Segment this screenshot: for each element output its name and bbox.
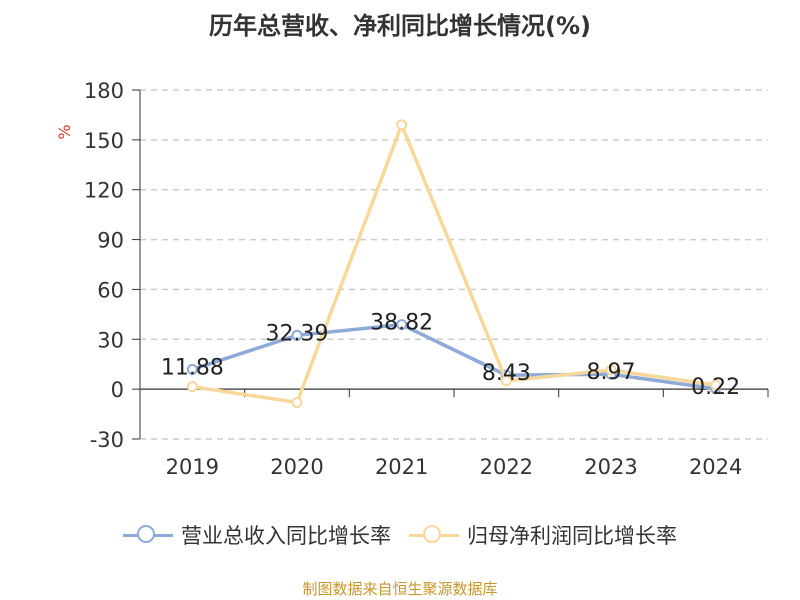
data-point-0 [291, 329, 303, 341]
x-tick-label: 2023 [584, 455, 637, 479]
y-axis-label: % [55, 124, 74, 139]
legend-marker-net-profit [409, 524, 459, 546]
data-label: 32.39 [266, 321, 329, 346]
data-point-0 [396, 319, 408, 331]
data-point-1 [396, 119, 408, 131]
x-tick-label: 2024 [689, 455, 742, 479]
y-tick-label: 180 [84, 79, 124, 103]
series-lines [186, 119, 722, 408]
series-line-0 [191, 322, 716, 391]
chart-title: 历年总营收、净利同比增长情况(%) [209, 12, 591, 40]
axes: -30 0 30 60 90 120 150 180% 2019 2020 2021 2022 2023… [55, 79, 769, 479]
legend-item-revenue[interactable]: 营业总收入同比增长率 [123, 520, 391, 550]
legend: 营业总收入同比增长率 归母净利润同比增长率 [0, 520, 800, 550]
data-point-1 [500, 375, 512, 387]
legend-label-net-profit: 归母净利润同比增长率 [467, 524, 677, 548]
data-point-1 [186, 381, 198, 393]
data-label: 0.22 [691, 375, 740, 400]
series-line-1 [192, 123, 716, 405]
data-labels: 11.88 32.39 38.82 8.43 8.97 0.22 [161, 311, 740, 400]
data-label: 11.88 [161, 355, 224, 380]
y-tick-label: 150 [84, 129, 124, 153]
legend-item-net-profit[interactable]: 归母净利润同比增长率 [409, 520, 677, 550]
y-tick-label: 60 [97, 278, 124, 302]
data-point-1 [710, 379, 722, 391]
y-tick-label: 0 [111, 378, 124, 402]
y-tick-label: 30 [97, 328, 124, 352]
y-tick-label: 120 [84, 179, 124, 203]
x-tick-label: 2022 [480, 455, 533, 479]
grid-lines [140, 89, 768, 440]
x-tick-label: 2019 [166, 455, 219, 479]
data-point-1 [291, 396, 303, 408]
data-point-0 [186, 363, 198, 375]
legend-label-revenue: 营业总收入同比增长率 [181, 524, 391, 548]
data-label: 8.43 [482, 361, 531, 386]
data-label: 8.97 [587, 360, 636, 385]
x-tick-label: 2020 [270, 455, 323, 479]
x-tick-label: 2021 [375, 455, 428, 479]
y-tick-label: 90 [97, 229, 124, 253]
data-point-1 [605, 364, 617, 376]
y-tick-label: -30 [90, 428, 124, 452]
data-label: 38.82 [370, 311, 433, 336]
legend-marker-revenue [123, 524, 173, 546]
data-source: 制图数据来自恒生聚源数据库 [302, 580, 498, 598]
